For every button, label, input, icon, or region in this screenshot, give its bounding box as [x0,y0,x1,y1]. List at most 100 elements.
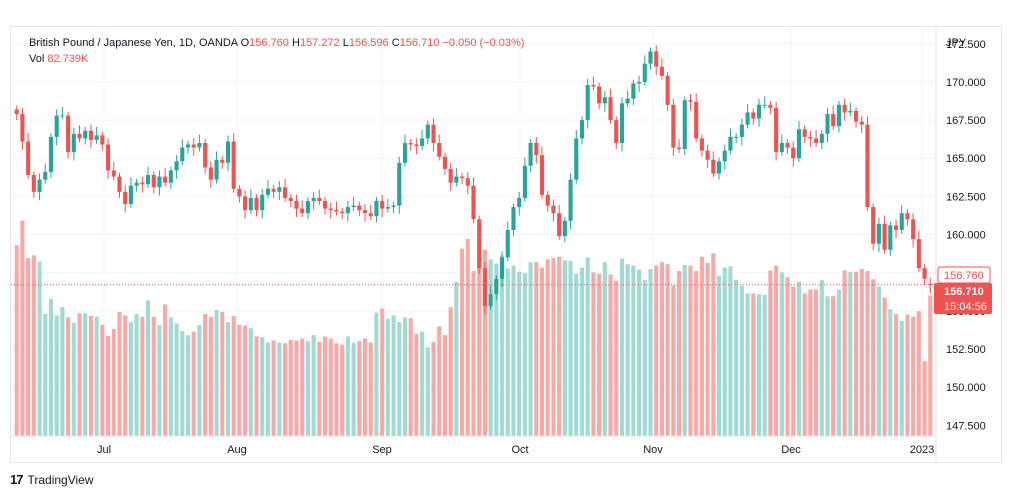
candle-body [151,175,156,188]
volume-bar [460,248,465,436]
volume-bar [374,312,379,436]
change-value: −0.050 (−0.03%) [442,37,525,49]
high-value: 157.272 [299,37,340,49]
volume-bar [237,324,242,436]
candle-body [522,165,527,198]
volume-bar [168,317,173,436]
volume-bar [916,311,921,436]
volume-bar [579,267,585,436]
volume-bar [808,289,813,436]
candle-body [551,205,556,214]
volume-bar [20,220,25,436]
volume-bar [751,293,756,436]
candle-body [231,141,236,189]
candlestick-chart[interactable]: JPY 172.500 170.000 167.500 165.000 162.500 1… [11,27,1001,462]
volume-bar [123,315,128,436]
volume-bar [151,316,156,436]
volume-bar [283,343,288,436]
price-tick-label: 172.500 [946,39,986,51]
volume-bar [191,331,196,436]
last-price-tag-text: 156.710 [944,286,984,298]
volume-bar [111,328,116,436]
volume-bar [899,320,904,436]
volume-bar [791,286,796,436]
symbol-title[interactable]: British Pound / Japanese Yen, 1D, OANDA [29,37,238,49]
candle-body [340,211,345,214]
candle-body [357,205,362,211]
candle-body [300,208,305,214]
candle-body [265,188,270,195]
volume-bar [380,308,385,436]
candle-body [734,136,739,138]
candle-body [614,120,619,143]
volume-bar [659,262,664,436]
candle-body [477,219,482,269]
volume-bar [722,267,727,436]
brand-name: TradingView [27,472,94,487]
candle-body [225,141,231,163]
time-tick-label: Aug [227,444,247,456]
candle-body [248,197,253,211]
volume-bar [517,271,522,436]
candle-body [420,138,425,147]
candle-body [585,84,590,121]
close-value: 156.710 [399,37,440,49]
tradingview-branding[interactable]: 17 TradingView [10,472,94,487]
volume-bar [677,271,682,436]
price-axis: JPY 172.500 170.000 167.500 165.000 162.500 1… [936,27,1001,436]
volume-bar [625,264,630,436]
volume-bar [637,269,642,436]
candle-body [380,200,385,209]
candle-body [831,113,836,127]
volume-bar [385,318,390,436]
candle-body [385,207,390,209]
candle-body [60,115,65,117]
volume-bar [905,314,910,436]
volume-bar [802,293,807,436]
candle-body [260,194,265,211]
candle-body [876,223,881,244]
candle-body [899,213,904,230]
candle-body [848,110,853,113]
volume-bar [522,273,527,436]
volume-bar [145,300,151,436]
volume-bar [591,272,596,436]
volume-bar [437,326,442,436]
close-label: C [391,37,400,49]
candle-body [888,225,893,250]
volume-bar [408,318,413,436]
candle-body [722,150,727,162]
candle-body [528,142,533,166]
price-tick-label: 150.000 [946,382,986,394]
volume-bar [368,342,373,436]
candle-body [71,133,76,153]
volume-bar [391,315,396,436]
candle-body [785,142,790,148]
volume-bar [351,342,356,436]
candle-body [117,176,122,192]
candle-body [100,135,105,145]
candle-body [305,200,310,214]
candle-body [625,98,630,104]
candle-body [568,179,573,221]
candle-body [425,124,430,139]
volume-bar [619,258,625,436]
candle-body [37,179,42,192]
volume-label[interactable]: Vol [29,53,45,65]
volume-bar [796,281,802,436]
volume-bar [602,262,607,436]
time-tick-label: Dec [781,444,801,456]
candle-body [254,197,259,211]
volume-bar [248,328,253,436]
candle-body [499,257,505,279]
volume-bar [854,271,859,436]
candle-body [505,229,510,258]
volume-bar [454,281,459,436]
volume-bar [631,265,636,436]
candle-body [391,205,396,208]
candle-body [619,103,625,143]
candle-body [43,171,48,180]
volume-bar [585,257,590,436]
candle-body [893,225,899,230]
candle-body [916,239,921,269]
